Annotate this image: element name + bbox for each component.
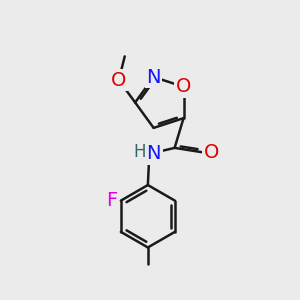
Text: O: O	[111, 71, 127, 90]
Text: H: H	[134, 143, 146, 161]
Text: N: N	[146, 68, 161, 86]
Text: O: O	[176, 77, 191, 96]
Text: N: N	[147, 144, 161, 163]
Text: O: O	[203, 143, 219, 162]
Text: F: F	[106, 191, 117, 210]
